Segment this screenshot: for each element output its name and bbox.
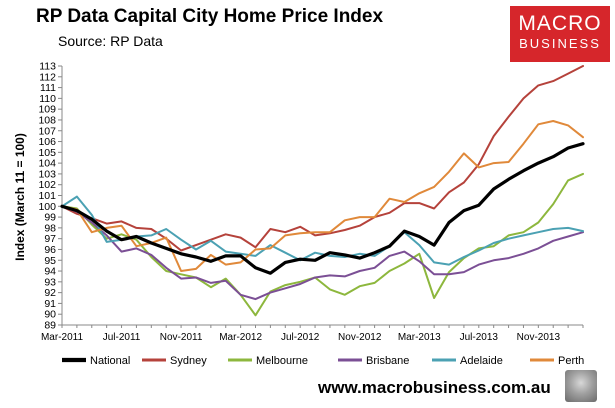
y-tick-label: 109 bbox=[38, 104, 56, 116]
chart-series bbox=[60, 65, 585, 317]
legend-label-brisbane: Brisbane bbox=[366, 355, 409, 367]
y-tick-label: 106 bbox=[38, 136, 56, 148]
y-tick-label: 99 bbox=[44, 212, 56, 224]
chart-legend: National Sydney Melbourne Brisbane Adelaide P… bbox=[62, 355, 584, 367]
macrobusiness-logo: MACRO BUSINESS bbox=[510, 6, 610, 62]
x-tick-label: Mar-2013 bbox=[398, 332, 441, 343]
series-line-perth bbox=[61, 120, 584, 272]
legend-label-perth: Perth bbox=[558, 355, 584, 367]
y-tick-label: 94 bbox=[44, 266, 56, 278]
y-tick-label: 96 bbox=[44, 244, 56, 256]
logo-line-2: BUSINESS bbox=[519, 36, 601, 51]
x-tick-label: Nov-2011 bbox=[160, 332, 203, 343]
y-tick-label: 97 bbox=[44, 233, 56, 245]
y-tick-label: 95 bbox=[44, 255, 56, 267]
legend-label-melbourne: Melbourne bbox=[256, 355, 308, 367]
y-tick-label: 104 bbox=[38, 158, 56, 170]
y-tick-label: 89 bbox=[44, 320, 56, 332]
y-tick-label: 111 bbox=[40, 82, 56, 94]
y-tick-label: 92 bbox=[44, 287, 56, 299]
x-tick-label: Nov-2013 bbox=[517, 332, 561, 343]
website-url: www.macrobusiness.com.au bbox=[318, 378, 551, 397]
y-tick-label: 105 bbox=[38, 147, 56, 159]
y-tick-label: 112 bbox=[39, 71, 56, 83]
logo-line-1: MACRO bbox=[518, 12, 602, 35]
chart-subtitle: Source: RP Data bbox=[58, 33, 163, 49]
series-line-brisbane bbox=[61, 205, 584, 301]
y-tick-label: 102 bbox=[38, 179, 56, 191]
series-line-national bbox=[60, 142, 585, 275]
x-tick-label: Jul-2012 bbox=[281, 332, 320, 343]
legend-label-adelaide: Adelaide bbox=[460, 355, 503, 367]
y-tick-label: 91 bbox=[44, 298, 56, 310]
legend-label-sydney: Sydney bbox=[170, 355, 207, 367]
wolf-logo-icon bbox=[565, 370, 597, 402]
y-tick-label: 98 bbox=[44, 222, 56, 234]
x-tick-label: Jul-2013 bbox=[460, 332, 499, 343]
legend-label-national: National bbox=[90, 355, 130, 367]
x-tick-label: Mar-2011 bbox=[41, 332, 83, 343]
series-line-adelaide bbox=[61, 195, 584, 266]
chart-title: RP Data Capital City Home Price Index bbox=[36, 6, 384, 27]
y-tick-label: 113 bbox=[39, 61, 56, 73]
y-tick-label: 100 bbox=[38, 201, 56, 213]
series-line-sydney bbox=[61, 65, 584, 252]
x-tick-label: Nov-2012 bbox=[338, 332, 382, 343]
y-tick-label: 103 bbox=[38, 168, 56, 180]
y-tick-label: 107 bbox=[38, 125, 56, 137]
x-tick-label: Jul-2011 bbox=[103, 332, 141, 343]
y-tick-label: 101 bbox=[38, 190, 56, 202]
y-tick-label: 90 bbox=[44, 309, 56, 321]
y-tick-label: 110 bbox=[39, 93, 56, 105]
x-tick-label: Mar-2012 bbox=[219, 332, 262, 343]
y-tick-label: 108 bbox=[38, 114, 56, 126]
y-tick-label: 93 bbox=[44, 276, 56, 288]
chart-axes: 8990919293949596979899100101102103104105… bbox=[38, 61, 584, 343]
